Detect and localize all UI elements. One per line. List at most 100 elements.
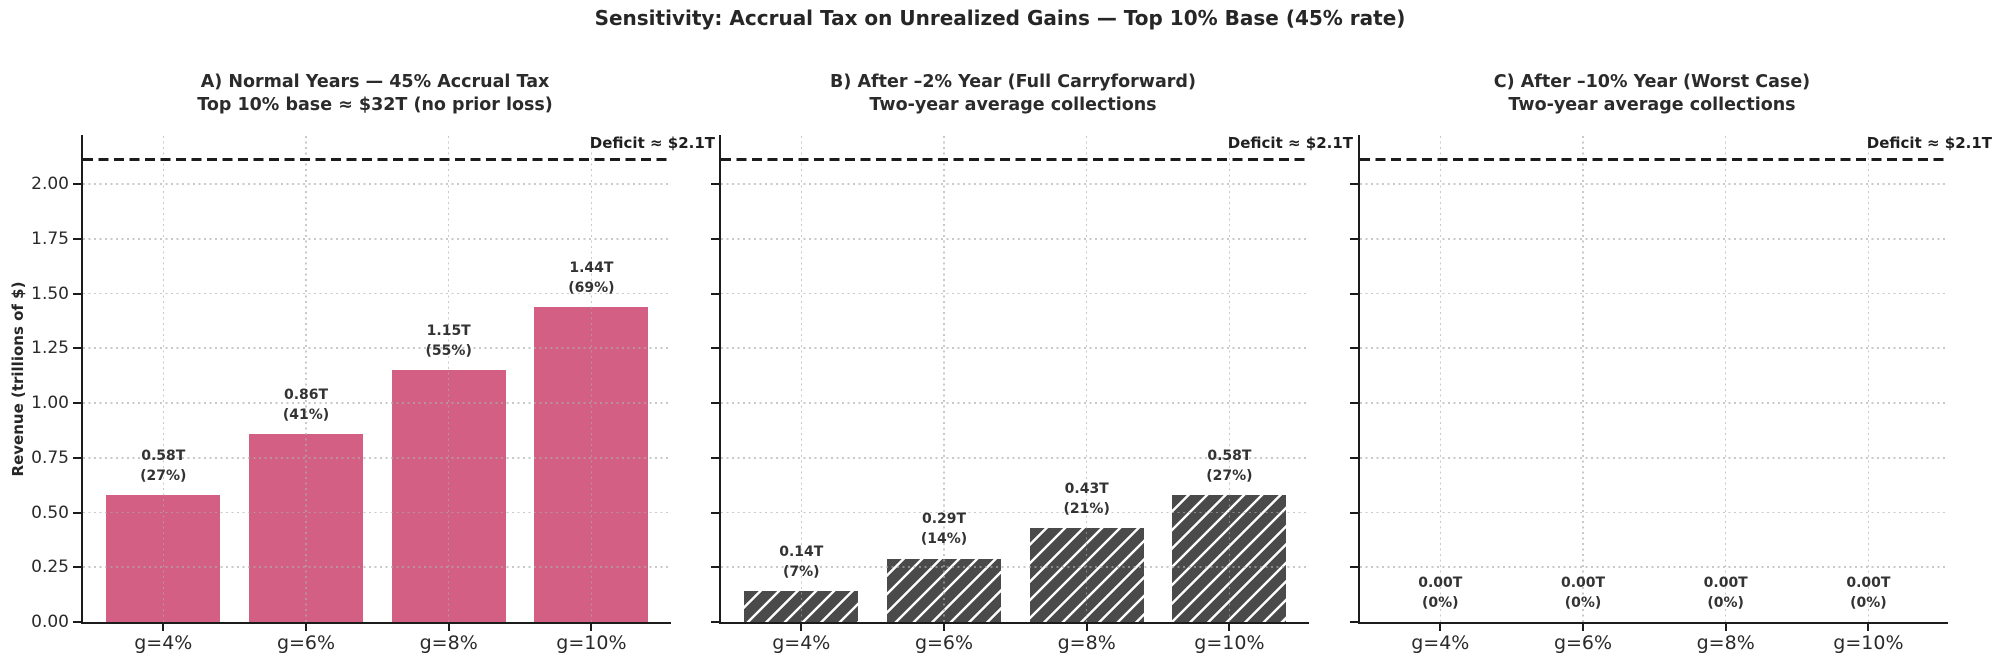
x-tick	[800, 624, 803, 631]
y-tick	[1350, 621, 1358, 623]
y-tick	[1350, 347, 1358, 350]
x-tick-label: g=10%	[1194, 632, 1265, 654]
bar-pct-line: (55%)	[425, 343, 472, 360]
bar-value-line: 1.44T	[569, 259, 614, 276]
deficit-line	[1360, 158, 1948, 162]
bar-value-label: 0.29T (14%)	[884, 509, 1004, 549]
x-gridline	[1085, 135, 1088, 622]
panel-title-line2: Two-year average collections	[1508, 95, 1796, 115]
y-tick	[711, 456, 719, 459]
x-tick-label: g=6%	[1553, 632, 1613, 654]
y-tick	[711, 292, 719, 295]
y-gridline	[721, 511, 1309, 514]
panel-title-block: C) After –10% Year (Worst Case) Two-year …	[1358, 71, 1946, 117]
y-gridline	[721, 566, 1309, 569]
y-tick-label: 0.00	[31, 612, 69, 632]
y-tick	[1350, 456, 1358, 459]
y-tick	[711, 347, 719, 350]
x-gridline	[1439, 135, 1442, 622]
y-gridline	[1360, 402, 1948, 404]
x-tick-label: g=4%	[134, 632, 193, 654]
bar-value-label: 0.43T (21%)	[1027, 479, 1147, 519]
bar-pct-line: (0%)	[1422, 595, 1459, 611]
x-gridline	[447, 135, 450, 622]
y-gridline	[721, 456, 1309, 459]
bar-pct-line: (0%)	[1564, 595, 1602, 611]
x-gridline	[800, 135, 803, 622]
x-gridline	[1228, 135, 1231, 622]
panel-title-line1: A) Normal Years — 45% Accrual Tax	[200, 72, 550, 92]
x-tick	[1228, 624, 1231, 631]
y-tick	[711, 183, 719, 186]
bar-value-label: 0.00T (0%)	[1380, 573, 1500, 613]
y-gridline	[1360, 511, 1948, 514]
y-gridline	[721, 237, 1309, 240]
x-tick-label: g=8%	[1696, 632, 1755, 654]
bar-value-line: 0.58T	[1207, 447, 1252, 464]
x-tick-label: g=10%	[1833, 632, 1904, 654]
x-gridline	[1867, 135, 1870, 622]
bar-value-line: 0.00T	[1418, 575, 1463, 591]
x-tick-label: g=8%	[1057, 632, 1116, 654]
x-tick	[1724, 624, 1727, 631]
y-gridline	[83, 402, 671, 404]
y-tick-label: 0.25	[31, 557, 69, 578]
bar-pct-line: (41%)	[282, 406, 330, 423]
deficit-line	[83, 158, 671, 162]
x-gridline	[590, 135, 593, 622]
y-tick	[73, 456, 81, 459]
x-gridline	[305, 135, 307, 622]
y-gridline	[721, 347, 1309, 350]
y-gridline	[83, 183, 671, 185]
x-tick	[1581, 624, 1585, 631]
y-gridline	[83, 566, 671, 569]
x-tick-label: g=10%	[556, 632, 627, 654]
bar-value-label: 0.00T (0%)	[1523, 573, 1643, 613]
y-tick-label: 0.50	[31, 502, 69, 523]
bar-pct-line: (27%)	[140, 467, 187, 484]
x-tick	[1439, 624, 1442, 631]
bar-pct-line: (14%)	[920, 531, 968, 548]
bar-pct-line: (27%)	[1206, 467, 1253, 484]
y-axis-label: Revenue (trillions of $)	[9, 281, 27, 477]
y-tick-label: 0.75	[31, 447, 69, 468]
y-tick	[1350, 237, 1358, 240]
y-tick	[73, 292, 81, 295]
x-tick-label: g=4%	[772, 632, 831, 654]
x-tick-label: g=6%	[276, 632, 336, 654]
bar-value-line: 1.15T	[426, 323, 471, 340]
deficit-line	[721, 158, 1309, 162]
x-tick	[304, 624, 308, 631]
y-tick	[711, 621, 719, 623]
panel-title-line2: Top 10% base ≈ $32T (no prior loss)	[197, 95, 553, 115]
x-gridline	[943, 135, 945, 622]
y-tick-label: 2.00	[31, 174, 69, 195]
y-gridline	[1360, 347, 1948, 350]
x-tick	[162, 624, 165, 631]
bar-value-line: 0.14T	[779, 544, 824, 561]
y-tick	[1350, 566, 1358, 569]
bar-value-line: 0.58T	[141, 447, 186, 464]
y-gridline	[83, 511, 671, 514]
bar-value-line: 0.00T	[1846, 575, 1891, 591]
y-tick	[73, 566, 81, 569]
y-tick-label: 1.25	[31, 338, 69, 359]
plot-panel-a: 0.00 0.25 0.50 0.75 1.00 1.25 1.50 1.75 2.00 g=4%…	[31, 134, 715, 654]
x-tick-label: g=8%	[419, 632, 478, 654]
bar-value-line: 0.86T	[283, 386, 329, 403]
y-gridline	[721, 183, 1309, 185]
bar-value-line: 0.29T	[921, 511, 967, 528]
panel-title-line1: C) After –10% Year (Worst Case)	[1493, 72, 1811, 92]
y-gridline	[1360, 456, 1948, 459]
bar-value-line: 0.00T	[1560, 575, 1606, 591]
bar-pct-line: (0%)	[1707, 595, 1744, 611]
y-tick	[1350, 511, 1358, 514]
y-tick	[1350, 402, 1358, 405]
y-gridline	[83, 237, 671, 240]
y-tick	[73, 347, 81, 350]
bar-pct-line: (69%)	[568, 279, 615, 296]
bar-value-label: 1.44T (69%)	[531, 258, 651, 298]
x-tick	[590, 624, 593, 631]
panel-title-block: B) After –2% Year (Full Carryforward) Two…	[719, 71, 1307, 117]
